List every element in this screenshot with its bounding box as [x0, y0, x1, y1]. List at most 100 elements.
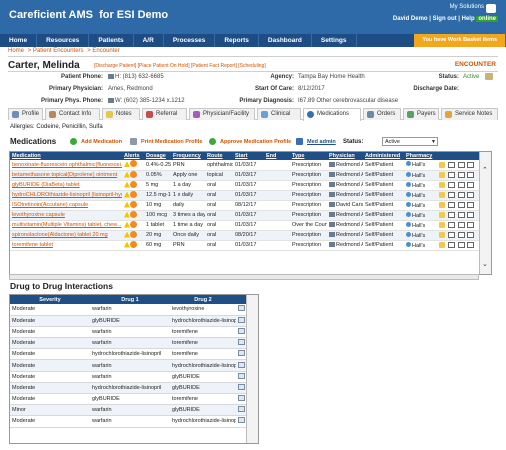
interaction-row[interactable]: Moderate hydrochlorothiazide-lisinopril gl…: [10, 382, 247, 395]
interaction-icon[interactable]: [130, 220, 137, 228]
col-end[interactable]: End: [264, 152, 290, 160]
dropdown-icon[interactable]: [448, 161, 455, 168]
print-row-icon[interactable]: [467, 231, 474, 238]
interaction-icon[interactable]: [130, 160, 137, 168]
edit-icon[interactable]: [458, 221, 465, 228]
breadcrumb-home[interactable]: Home: [8, 48, 25, 54]
tab-clinical[interactable]: Clinical: [257, 108, 301, 120]
interaction-icon[interactable]: [130, 180, 137, 188]
medication-cell[interactable]: toremifene tablet: [10, 240, 122, 251]
horizontal-scrollbar[interactable]: [9, 274, 479, 280]
medication-cell[interactable]: benoxinate-fluorescein ophthalmic(fluore…: [10, 160, 122, 171]
print-row-icon[interactable]: [467, 161, 474, 168]
print-profile-link[interactable]: Print Medication Profile: [141, 139, 203, 145]
approve-profile-link[interactable]: Approve Medication Profile: [220, 139, 292, 145]
edit-icon[interactable]: [458, 231, 465, 238]
table-row[interactable]: hydroCHLOROthiazide-lisinopril (lisinopr…: [10, 190, 480, 201]
edit-icon[interactable]: [458, 201, 465, 208]
nav-home[interactable]: Home: [0, 34, 38, 47]
medication-name-link[interactable]: betamethasone topical(Diprolene) ointmen…: [12, 172, 118, 178]
print-row-icon[interactable]: [467, 221, 474, 228]
warning-icon[interactable]: [124, 231, 130, 238]
details-icon[interactable]: [238, 372, 245, 379]
table-row[interactable]: betamethasone topical(Diprolene) ointmen…: [10, 170, 480, 181]
print-row-icon[interactable]: [467, 191, 474, 198]
dropdown-icon[interactable]: [448, 191, 455, 198]
tab-service-notes[interactable]: Service Notes: [441, 108, 498, 120]
scroll-up-icon[interactable]: ⌃: [482, 167, 488, 174]
sun-icon[interactable]: [439, 171, 445, 178]
user-name-link[interactable]: David Demo: [392, 16, 428, 22]
add-medication-link[interactable]: Add Medication: [81, 139, 122, 145]
col-pharmacy[interactable]: Pharmacy: [404, 152, 437, 160]
interaction-row[interactable]: Moderate warfarin toremifene: [10, 326, 247, 339]
medication-name-link[interactable]: ISOtretinoin(Accutane) capsule: [12, 202, 89, 208]
interaction-icon[interactable]: [130, 190, 137, 198]
tab-payers[interactable]: Payers: [403, 108, 439, 120]
interaction-row[interactable]: Moderate warfarin glyBURIDE: [10, 371, 247, 383]
medication-name-link[interactable]: glyBURIDE (DiaBeta) tablet: [12, 182, 80, 188]
sun-icon[interactable]: [439, 211, 445, 218]
interaction-icon[interactable]: [130, 200, 137, 208]
tab-contact-info[interactable]: Contact Info: [45, 108, 100, 120]
print-row-icon[interactable]: [467, 171, 474, 178]
print-row-icon[interactable]: [467, 201, 474, 208]
sun-icon[interactable]: [439, 241, 445, 248]
dropdown-icon[interactable]: [448, 211, 455, 218]
col-medication[interactable]: Medication: [10, 152, 122, 160]
warning-icon[interactable]: [124, 191, 130, 198]
print-row-icon[interactable]: [467, 241, 474, 248]
interaction-icon[interactable]: [130, 170, 137, 178]
vertical-scrollbar[interactable]: ⌃ ⌄: [479, 152, 491, 274]
nav-ar[interactable]: A/R: [134, 34, 164, 47]
sun-icon[interactable]: [439, 191, 445, 198]
dropdown-icon[interactable]: [448, 221, 455, 228]
warning-icon[interactable]: [124, 201, 130, 208]
details-icon[interactable]: [238, 327, 245, 334]
sun-icon[interactable]: [439, 161, 445, 168]
edit-icon[interactable]: [458, 211, 465, 218]
tab-profile[interactable]: Profile: [8, 108, 43, 120]
medication-cell[interactable]: levothyroxine capsule: [10, 210, 122, 221]
nav-patients[interactable]: Patients: [89, 34, 134, 47]
edit-icon[interactable]: [458, 171, 465, 178]
table-row[interactable]: benoxinate-fluorescein ophthalmic(fluore…: [10, 160, 480, 171]
sun-icon[interactable]: [439, 201, 445, 208]
interaction-row[interactable]: Moderate warfarin hydrochlorothiazide-lisi…: [10, 415, 247, 428]
col-physician[interactable]: Physician: [327, 152, 363, 160]
dropdown-icon[interactable]: [448, 181, 455, 188]
dropdown-icon[interactable]: [448, 171, 455, 178]
warning-icon[interactable]: [124, 211, 130, 218]
status-select[interactable]: Active ▼: [382, 137, 438, 146]
print-row-icon[interactable]: [467, 211, 474, 218]
table-row[interactable]: multivitamin(Multiple Vitamins) tablet, …: [10, 220, 480, 231]
edit-icon[interactable]: [458, 241, 465, 248]
tab-physician-facility[interactable]: Physician/Facility: [189, 108, 255, 120]
interaction-row[interactable]: Moderate warfarin levothyroxine: [10, 304, 247, 316]
edit-icon[interactable]: [458, 181, 465, 188]
med-admin-link[interactable]: Med admin: [307, 139, 336, 145]
col-administered[interactable]: Administered: [363, 152, 404, 160]
sun-icon[interactable]: [439, 231, 445, 238]
medication-cell[interactable]: betamethasone topical(Diprolene) ointmen…: [10, 170, 122, 181]
col-dosage[interactable]: Dosage: [144, 152, 171, 160]
interaction-icon[interactable]: [130, 230, 137, 238]
interaction-row[interactable]: Moderate warfarin toremifene: [10, 337, 247, 350]
medication-cell[interactable]: glyBURIDE (DiaBeta) tablet: [10, 180, 122, 191]
warning-icon[interactable]: [124, 181, 130, 188]
table-row[interactable]: glyBURIDE (DiaBeta) tablet 5 mg 1 a day ora…: [10, 180, 480, 191]
interaction-row[interactable]: Moderate glyBURIDE toremifene: [10, 393, 247, 406]
dropdown-icon[interactable]: [448, 241, 455, 248]
print-row-icon[interactable]: [467, 181, 474, 188]
work-basket-link[interactable]: You have Work Basket items: [414, 34, 506, 47]
details-icon[interactable]: [238, 395, 245, 402]
my-solutions-menu[interactable]: My Solutions ⌄: [450, 4, 496, 13]
table-row[interactable]: ISOtretinoin(Accutane) capsule 10 mg daily…: [10, 200, 480, 211]
nav-processes[interactable]: Processes: [164, 34, 216, 47]
dropdown-icon[interactable]: [448, 231, 455, 238]
interaction-icon[interactable]: [130, 210, 137, 218]
col-route[interactable]: Route: [205, 152, 233, 160]
details-icon[interactable]: [238, 305, 245, 312]
patient-actions[interactable]: [Discharge Patient] [Place Patient On Ho…: [94, 63, 266, 69]
breadcrumb-patient-encounters[interactable]: Patient Encounters: [32, 48, 84, 54]
